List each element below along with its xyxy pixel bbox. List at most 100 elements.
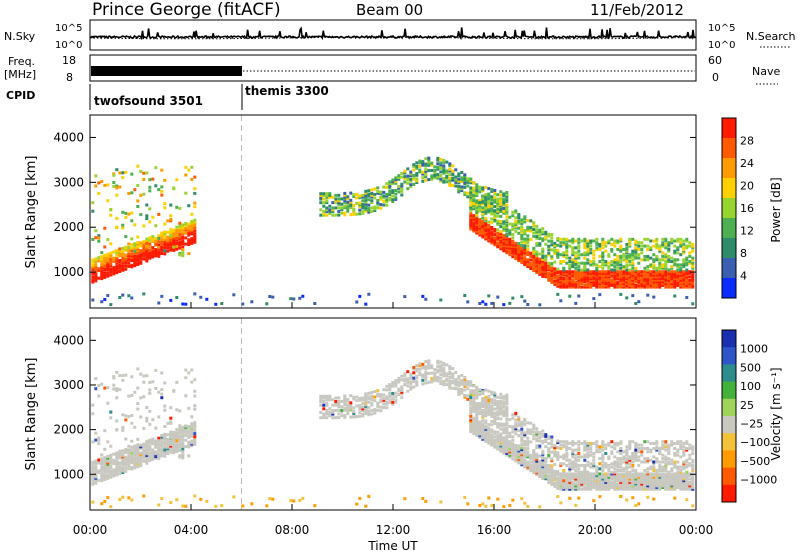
power-cell xyxy=(625,285,629,289)
velocity-cell xyxy=(670,486,674,489)
power-cell xyxy=(376,199,380,202)
power-cell xyxy=(496,214,500,218)
velocity-cell xyxy=(496,406,500,410)
velocity-cell xyxy=(598,495,602,499)
power-cell xyxy=(691,302,695,306)
velocity-cell xyxy=(571,475,575,479)
velocity-cell xyxy=(496,434,500,438)
velocity-cell xyxy=(343,414,347,418)
velocity-cell xyxy=(586,480,590,484)
x-tick-label: 04:00 xyxy=(174,523,209,537)
velocity-cell xyxy=(583,467,587,471)
velocity-cell xyxy=(661,440,665,444)
velocity-cell xyxy=(649,480,653,484)
power-cell xyxy=(337,210,341,213)
velocity-cell xyxy=(628,457,632,461)
velocity-cell xyxy=(532,464,536,468)
power-cell xyxy=(157,188,161,192)
power-cell xyxy=(154,252,158,256)
power-cell xyxy=(448,183,452,187)
colorbar-swatch xyxy=(722,158,736,179)
power-cell xyxy=(139,243,143,246)
power-cell xyxy=(634,268,638,272)
power-cell xyxy=(496,228,500,232)
power-cell xyxy=(571,241,575,245)
power-cell xyxy=(163,246,167,250)
power-cell xyxy=(361,210,365,214)
velocity-cell xyxy=(679,484,683,488)
velocity-cell xyxy=(646,457,650,461)
velocity-cell xyxy=(520,436,524,440)
power-cell xyxy=(469,224,473,228)
power-cell xyxy=(148,207,152,211)
velocity-cell xyxy=(526,443,530,447)
velocity-cell xyxy=(379,405,383,409)
velocity-cell xyxy=(376,389,380,393)
power-cell xyxy=(490,205,494,209)
velocity-cell xyxy=(625,458,629,462)
power-cell xyxy=(499,245,503,249)
power-cell xyxy=(574,261,578,265)
power-cell xyxy=(487,224,491,227)
power-cell xyxy=(634,283,638,287)
power-cell xyxy=(427,158,431,162)
power-cell xyxy=(493,233,497,237)
velocity-cell xyxy=(505,417,509,421)
velocity-cell xyxy=(667,487,671,491)
velocity-cell xyxy=(610,480,614,484)
velocity-cell xyxy=(646,474,650,478)
velocity-cell xyxy=(490,435,494,439)
power-cell xyxy=(466,179,470,183)
power-cell xyxy=(178,221,182,225)
power-cell xyxy=(460,176,464,180)
velocity-cell xyxy=(610,450,614,454)
velocity-cell xyxy=(598,482,602,486)
power-cell xyxy=(649,278,653,282)
power-cell xyxy=(652,285,656,289)
velocity-cell xyxy=(553,447,557,451)
power-cell xyxy=(136,253,140,257)
power-cell xyxy=(478,228,482,232)
power-cell xyxy=(643,270,647,274)
power-cell xyxy=(682,265,686,269)
power-cell xyxy=(484,210,488,214)
power-cell xyxy=(169,234,173,237)
power-cell xyxy=(529,267,533,270)
power-cell xyxy=(109,259,113,263)
power-cell xyxy=(625,283,629,287)
power-cell xyxy=(91,298,95,302)
velocity-cell xyxy=(148,441,152,445)
velocity-cell xyxy=(616,477,620,481)
velocity-cell xyxy=(451,374,455,378)
velocity-cell xyxy=(400,396,404,400)
power-cell xyxy=(157,234,161,238)
velocity-cell xyxy=(580,472,584,476)
power-cell xyxy=(478,231,482,235)
velocity-cell xyxy=(478,425,482,429)
velocity-cell xyxy=(127,454,131,458)
velocity-cell xyxy=(658,482,662,486)
power-cell xyxy=(688,278,692,282)
power-cell xyxy=(682,239,686,243)
velocity-cell xyxy=(589,484,593,488)
velocity-cell xyxy=(106,455,110,458)
power-cell xyxy=(505,210,509,214)
velocity-cell xyxy=(160,371,164,375)
velocity-cell xyxy=(409,373,413,377)
velocity-cell xyxy=(496,430,500,434)
velocity-cell xyxy=(535,459,539,463)
power-cell xyxy=(568,280,572,284)
velocity-cell xyxy=(535,454,539,458)
velocity-cell xyxy=(601,477,605,481)
velocity-cell xyxy=(190,441,194,445)
velocity-cell xyxy=(448,381,452,385)
power-cell xyxy=(103,258,107,262)
x-tick-label: 20:00 xyxy=(578,523,613,537)
power-cell xyxy=(136,164,140,168)
power-cell xyxy=(160,294,164,298)
power-cell xyxy=(157,254,161,258)
velocity-cell xyxy=(172,445,176,448)
velocity-cell xyxy=(475,410,479,414)
power-cell xyxy=(535,269,539,273)
power-cell xyxy=(109,213,113,217)
